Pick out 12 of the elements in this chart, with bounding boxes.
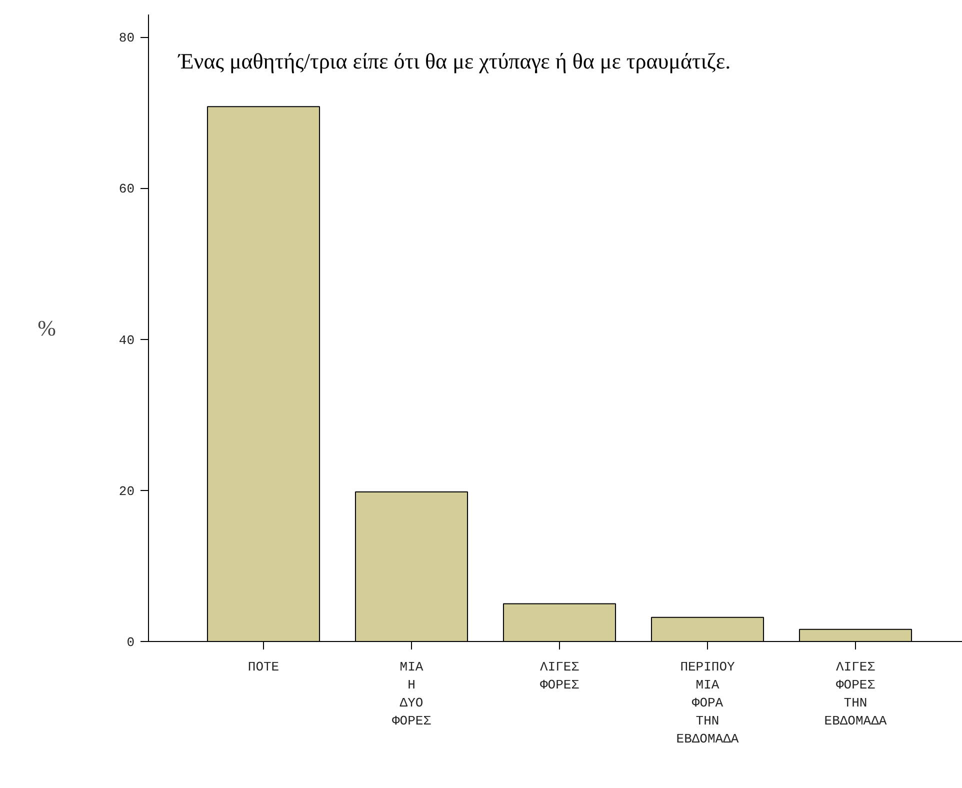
y-tick-label: 60: [118, 182, 135, 197]
y-tick-label: 20: [118, 484, 135, 499]
y-tick-label: 40: [118, 332, 135, 348]
x-tick-label: ΠΟΤΕ: [248, 660, 280, 674]
y-tick-label: 0: [126, 635, 135, 650]
x-tick-label: ΛΙΓΕΣ ΦΟΡΕΣ: [540, 660, 580, 692]
text: Ένας μαθητής/τρια είπε ότι θα με χτύπαγε ή θα με τραυμάτιζε.: [178, 48, 731, 74]
x-tick-label: ΛΙΓΕΣ ΦΟΡΕΣ ΤΗΝ ΕΒΔΟΜΑΔΑ: [824, 660, 887, 728]
y-axis-title: %: [38, 316, 56, 340]
x-tick-label: ΠΕΡΙΠΟΥ ΜΙΑ ΦΟΡΑ ΤΗΝ ΕΒΔΟΜΑΔΑ: [676, 660, 739, 746]
x-tick-label: ΜΙΑ Η ΔΥΟ ΦΟΡΕΣ: [392, 660, 432, 728]
y-tick-label: 80: [118, 30, 135, 46]
